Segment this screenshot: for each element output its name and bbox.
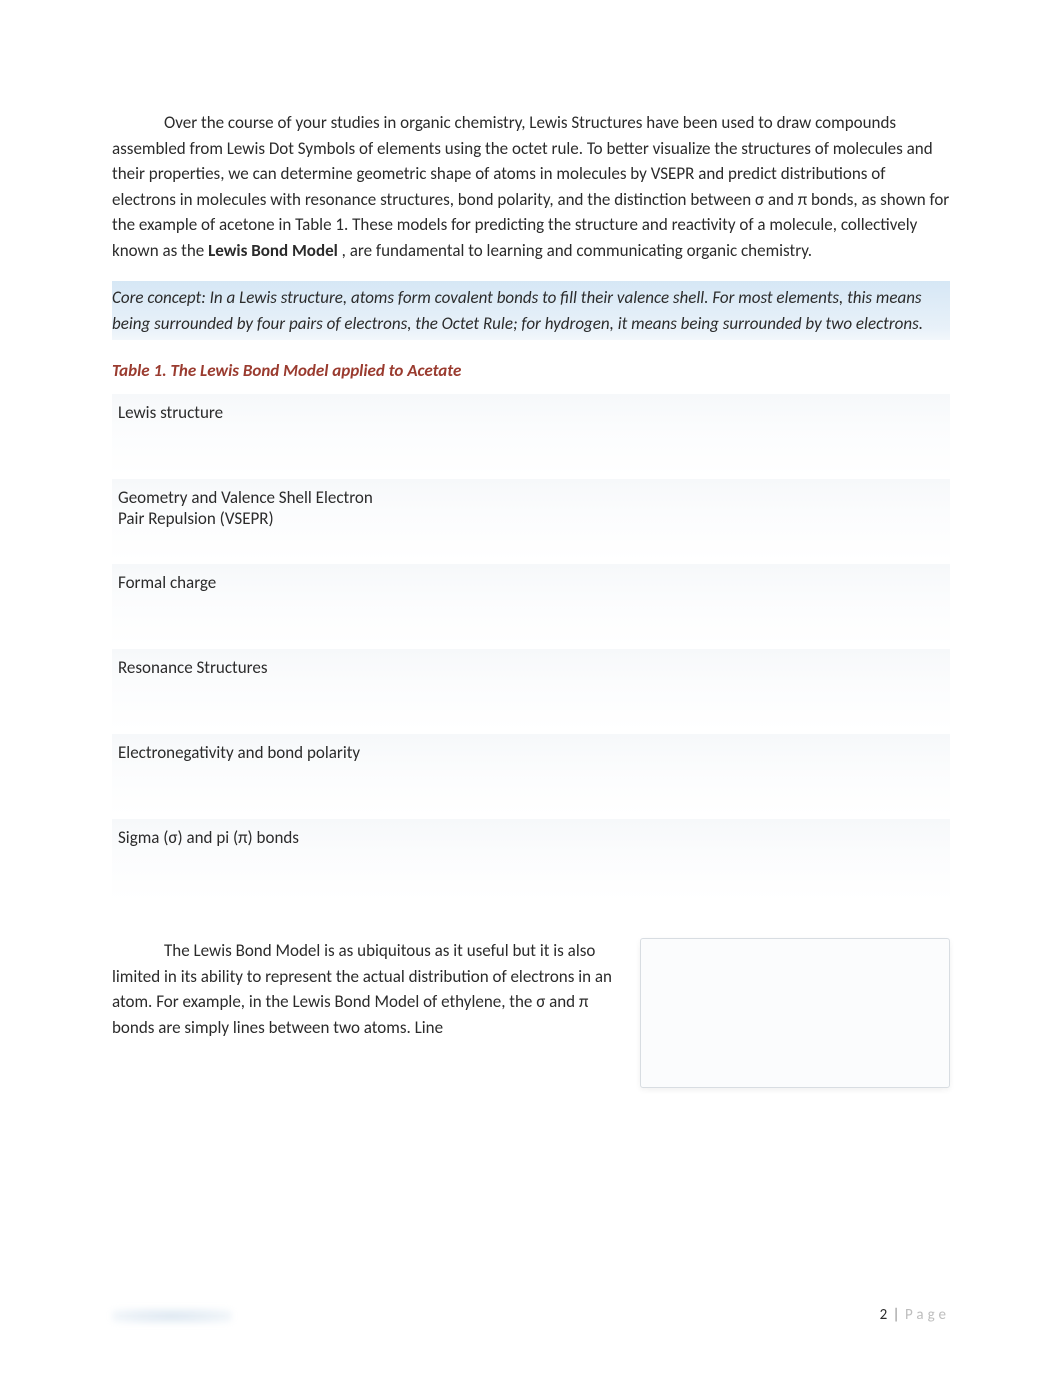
row-label: Resonance Structures <box>112 649 397 731</box>
lewis-bond-model-term: Lewis Bond Model <box>208 240 338 261</box>
watermark-blurred <box>112 1308 232 1324</box>
paragraph-with-figure: The Lewis Bond Model is as ubiquitous as… <box>112 938 950 1088</box>
row-label: Sigma (σ) and pi (π) bonds <box>112 819 397 901</box>
row-content <box>397 649 950 731</box>
row-label: Geometry and Valence Shell Electron Pair… <box>112 479 397 561</box>
figure-placeholder <box>640 938 950 1088</box>
row-content <box>397 734 950 816</box>
lewis-bond-model-table: Lewis structure Geometry and Valence She… <box>112 391 950 904</box>
row-label: Lewis structure <box>112 394 397 476</box>
intro-text-pre: Over the course of your studies in organ… <box>112 112 949 261</box>
intro-paragraph: Over the course of your studies in organ… <box>112 110 950 263</box>
page-label: Page <box>905 1306 950 1324</box>
core-concept-callout: Core concept: In a Lewis structure, atom… <box>112 281 950 340</box>
table-row: Sigma (σ) and pi (π) bonds <box>112 819 950 901</box>
table-row: Resonance Structures <box>112 649 950 731</box>
intro-text-post: , are fundamental to learning and commun… <box>342 240 812 261</box>
table-1-title: Table 1. The Lewis Bond Model applied to… <box>112 360 950 381</box>
row-content <box>397 479 950 561</box>
table-row: Formal charge <box>112 564 950 646</box>
table-row: Lewis structure <box>112 394 950 476</box>
row-label: Electronegativity and bond polarity <box>112 734 397 816</box>
row-content <box>397 394 950 476</box>
table-row: Electronegativity and bond polarity <box>112 734 950 816</box>
row-content <box>397 819 950 901</box>
page-footer: 2 | Page <box>880 1306 950 1324</box>
row-label: Formal charge <box>112 564 397 646</box>
footer-separator: | <box>891 1306 902 1324</box>
table-row: Geometry and Valence Shell Electron Pair… <box>112 479 950 561</box>
limitations-paragraph: The Lewis Bond Model is as ubiquitous as… <box>112 938 618 1040</box>
row-content <box>397 564 950 646</box>
page-number: 2 <box>880 1306 888 1324</box>
